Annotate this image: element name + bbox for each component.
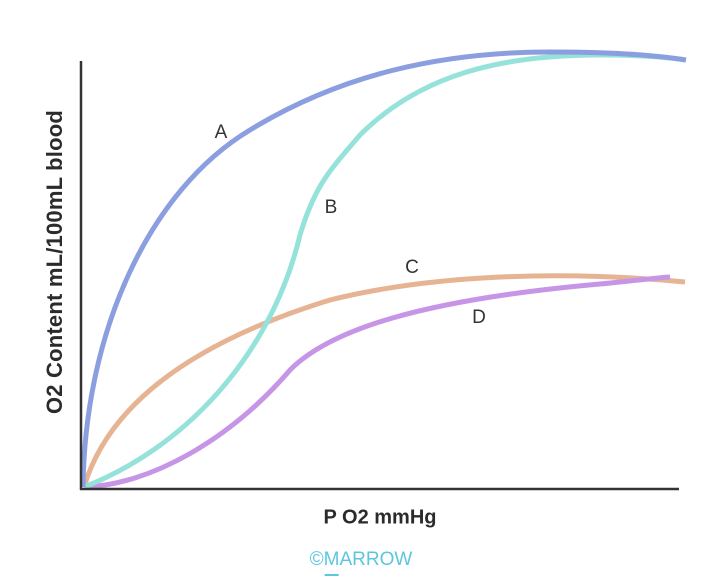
curve-a bbox=[80, 49, 687, 488]
watermark-rest: ARROW bbox=[339, 549, 413, 570]
y-axis-label: O2 Content mL/100mL blood bbox=[42, 109, 67, 415]
curve-c-label: C bbox=[405, 257, 419, 278]
x-axis-label: P O2 mmHg bbox=[323, 506, 437, 529]
curve-b-label: B bbox=[324, 197, 338, 218]
curve-c bbox=[81, 273, 686, 488]
marrow-watermark: ©MARROW bbox=[309, 549, 413, 576]
curve-d-label: D bbox=[472, 307, 486, 328]
curve-b bbox=[83, 52, 686, 490]
curve-d bbox=[83, 274, 671, 490]
watermark-first-letter: M bbox=[323, 549, 340, 576]
copyright-icon: © bbox=[309, 549, 324, 570]
curve-a-label: A bbox=[214, 122, 228, 143]
